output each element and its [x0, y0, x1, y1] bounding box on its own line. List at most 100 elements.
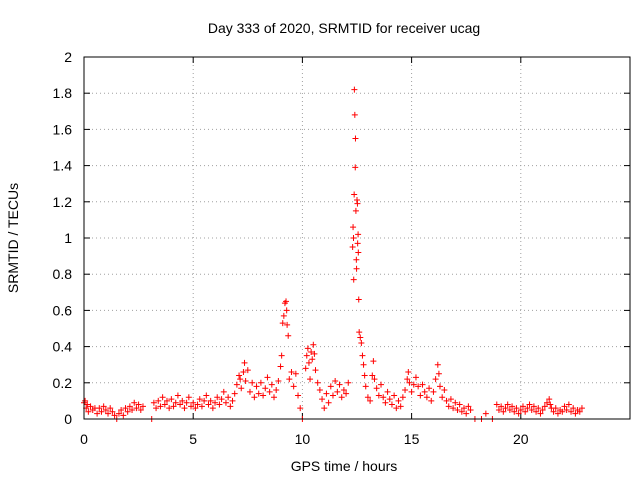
- data-point-marker: [384, 388, 391, 395]
- data-point-marker: [380, 394, 387, 401]
- data-point-marker: [349, 244, 356, 251]
- data-point-marker: [115, 410, 122, 417]
- data-point-marker: [177, 401, 184, 408]
- data-point-marker: [354, 200, 361, 207]
- data-point-marker: [382, 399, 389, 406]
- data-point-marker: [297, 405, 304, 412]
- data-point-marker: [302, 365, 309, 372]
- data-point-marker: [500, 408, 507, 415]
- data-point-marker: [524, 405, 531, 412]
- data-point-marker: [519, 403, 526, 410]
- data-point-marker: [102, 406, 109, 413]
- y-tick-label: 1.8: [53, 85, 73, 101]
- data-point-marker: [430, 388, 437, 395]
- data-point-marker: [96, 405, 103, 412]
- data-point-marker: [559, 408, 566, 415]
- y-tick-label: 2: [64, 49, 72, 65]
- data-point-marker: [452, 399, 459, 406]
- data-point-marker: [172, 399, 179, 406]
- data-point-marker: [246, 388, 253, 395]
- data-point-marker: [222, 399, 229, 406]
- data-point-marker: [283, 298, 290, 305]
- data-point-marker: [111, 412, 118, 419]
- data-point-marker: [279, 320, 286, 327]
- grid-lines: [84, 57, 630, 419]
- data-point-marker: [168, 396, 175, 403]
- data-point-marker: [356, 329, 363, 336]
- data-point-marker: [515, 410, 522, 417]
- data-point-marker: [225, 394, 232, 401]
- chart-title: Day 333 of 2020, SRMTID for receiver uca…: [208, 20, 480, 36]
- data-point-marker: [312, 367, 319, 374]
- data-point-marker: [155, 397, 162, 404]
- data-point-marker: [266, 388, 273, 395]
- data-point-marker: [212, 399, 219, 406]
- data-point-marker: [576, 408, 583, 415]
- data-point-marker: [399, 394, 406, 401]
- data-point-marker: [278, 352, 285, 359]
- data-point-marker: [262, 385, 269, 392]
- x-tick-label: 10: [295, 431, 311, 447]
- data-point-marker: [307, 376, 314, 383]
- data-point-marker: [391, 392, 398, 399]
- data-point-marker: [405, 368, 412, 375]
- data-point-marker: [539, 406, 546, 413]
- data-point-marker: [305, 359, 312, 366]
- data-point-marker: [359, 352, 366, 359]
- data-point-marker: [283, 307, 290, 314]
- data-point-marker: [417, 392, 424, 399]
- y-tick-label: 1: [64, 230, 72, 246]
- data-point-marker: [355, 231, 362, 238]
- data-point-marker: [309, 356, 316, 363]
- data-point-marker: [196, 396, 203, 403]
- data-point-marker: [388, 401, 395, 408]
- data-point-marker: [465, 403, 472, 410]
- y-tick-label: 1.4: [53, 158, 73, 174]
- data-point-marker: [421, 388, 428, 395]
- data-point-marker: [133, 405, 140, 412]
- data-point-marker: [408, 388, 415, 395]
- data-point-marker: [280, 312, 287, 319]
- data-point-marker: [233, 381, 240, 388]
- data-point-marker: [533, 408, 540, 415]
- data-point-marker: [323, 390, 330, 397]
- data-point-marker: [345, 379, 352, 386]
- data-point-marker: [190, 399, 197, 406]
- data-point-marker: [292, 370, 299, 377]
- data-point-marker: [354, 240, 361, 247]
- data-point-marker: [467, 406, 474, 413]
- data-point-marker: [353, 256, 360, 263]
- data-point-marker: [357, 334, 364, 341]
- data-point-marker: [231, 390, 238, 397]
- data-point-marker: [447, 396, 454, 403]
- data-point-marker: [220, 388, 227, 395]
- data-point-marker: [135, 401, 142, 408]
- data-point-marker: [268, 381, 275, 388]
- data-point-marker: [198, 403, 205, 410]
- data-point-marker: [506, 406, 513, 413]
- data-point-marker: [517, 406, 524, 413]
- data-point-marker: [241, 359, 248, 366]
- plot-frame: [83, 56, 631, 420]
- data-point-marker: [257, 379, 264, 386]
- data-points: [81, 86, 585, 422]
- data-point-marker: [181, 405, 188, 412]
- data-point-marker: [260, 392, 267, 399]
- data-point-marker: [255, 390, 262, 397]
- data-point-marker: [303, 352, 310, 359]
- data-point-marker: [445, 403, 452, 410]
- data-point-marker: [351, 191, 358, 198]
- data-point-marker: [554, 410, 561, 417]
- data-point-marker: [552, 405, 559, 412]
- data-point-marker: [237, 376, 244, 383]
- data-point-marker: [161, 401, 168, 408]
- data-point-marker: [295, 392, 302, 399]
- x-axis-label: GPS time / hours: [291, 458, 398, 474]
- data-point-marker: [513, 405, 520, 412]
- data-point-marker: [419, 381, 426, 388]
- data-point-marker: [504, 401, 511, 408]
- data-point-marker: [183, 399, 190, 406]
- data-point-marker: [565, 401, 572, 408]
- data-point-marker: [271, 394, 278, 401]
- data-point-marker: [482, 410, 489, 417]
